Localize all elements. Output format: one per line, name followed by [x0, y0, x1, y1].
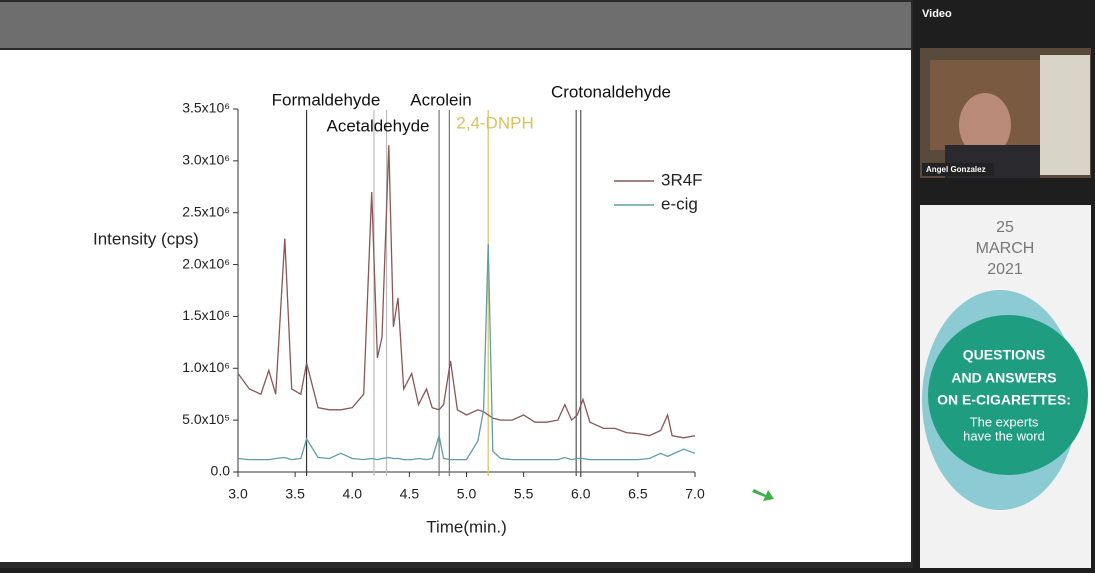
banner-month: MARCH [976, 240, 1035, 257]
marker-label: Crotonaldehyde [551, 82, 671, 101]
marker-label: 2,4-DNPH [456, 113, 533, 132]
x-tick-label: 6.0 [571, 486, 591, 502]
y-tick-label: 5.0x10⁵ [182, 411, 230, 427]
top-bar [0, 2, 911, 48]
speaker-face [959, 93, 1011, 157]
banner-tagline: have the word [963, 428, 1045, 443]
y-tick-label: 3.0x10⁶ [182, 152, 230, 168]
banner-day: 25 [996, 219, 1014, 236]
legend-label: 3R4F [661, 170, 703, 189]
x-tick-label: 5.0 [457, 486, 477, 502]
video-title: Video [922, 8, 952, 20]
wall [1040, 55, 1090, 175]
marker-label: Acrolein [410, 90, 471, 109]
y-axis-label: Intensity (cps) [93, 229, 199, 248]
banner-headline: QUESTIONS [963, 347, 1045, 363]
pointer-arrow [752, 489, 774, 501]
x-tick-label: 5.5 [514, 486, 534, 502]
x-tick-label: 6.5 [628, 486, 648, 502]
banner-tagline: The experts [970, 414, 1039, 429]
banner-year: 2021 [987, 261, 1023, 278]
x-tick-label: 7.0 [685, 486, 705, 502]
x-tick-label: 4.5 [400, 486, 420, 502]
banner-circle [928, 315, 1088, 475]
y-tick-label: 2.5x10⁶ [182, 203, 230, 219]
banner-headline: AND ANSWERS [951, 370, 1056, 386]
name-tag [922, 163, 994, 176]
marker-label: Acetaldehyde [326, 116, 429, 135]
speaker-name: Angel Gonzalez [926, 165, 986, 174]
banner-headline: ON E-CIGARETTES: [937, 392, 1071, 408]
x-tick-label: 4.0 [343, 486, 363, 502]
chart: 0.0 5.0x10⁵ 1.0x10⁶ 1.5x10⁶ 2.0x10⁶ 2.5x10⁶ 3.… [93, 82, 705, 536]
legend-label: e-cig [661, 194, 698, 213]
y-tick-label: 1.0x10⁶ [182, 359, 230, 375]
slide [0, 50, 911, 562]
y-tick-label: 1.5x10⁶ [182, 307, 230, 323]
series-line [237, 243, 696, 461]
x-tick-label: 3.0 [228, 486, 248, 502]
y-tick-label: 0.0 [211, 463, 231, 479]
marker-label: Formaldehyde [272, 90, 381, 109]
x-axis-label: Time(min.) [426, 517, 507, 536]
series-line [237, 145, 696, 439]
x-tick-label: 3.5 [285, 486, 305, 502]
y-tick-label: 3.5x10⁶ [182, 100, 230, 116]
y-tick-label: 2.0x10⁶ [182, 255, 230, 271]
